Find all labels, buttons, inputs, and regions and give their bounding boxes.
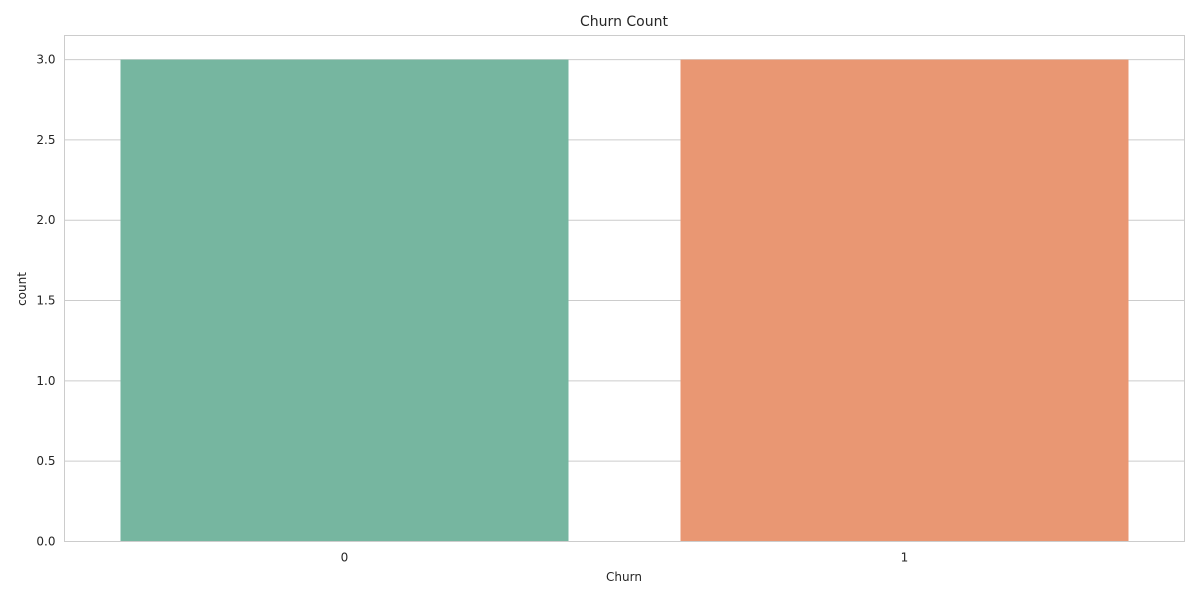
bar-1 xyxy=(680,59,1129,542)
bars xyxy=(120,59,1129,542)
y-axis-label: count xyxy=(15,272,29,306)
chart-title: Churn Count xyxy=(580,14,668,30)
bar-0 xyxy=(120,59,569,542)
y-tick-label: 3.0 xyxy=(36,53,55,67)
x-tick-label: 0 xyxy=(341,551,349,565)
y-tick-labels: 0.0 0.5 1.0 1.5 2.0 2.5 3.0 xyxy=(36,53,55,549)
x-tick-label: 1 xyxy=(901,551,909,565)
y-tick-label: 0.0 xyxy=(36,535,55,549)
y-tick-label: 2.5 xyxy=(36,133,55,147)
y-tick-label: 2.0 xyxy=(36,213,55,227)
plot-frame xyxy=(64,35,1185,542)
y-tick-label: 1.0 xyxy=(36,374,55,388)
x-axis-label: Churn xyxy=(606,570,642,584)
y-tick-label: 0.5 xyxy=(36,454,55,468)
y-tick-label: 1.5 xyxy=(36,294,55,308)
